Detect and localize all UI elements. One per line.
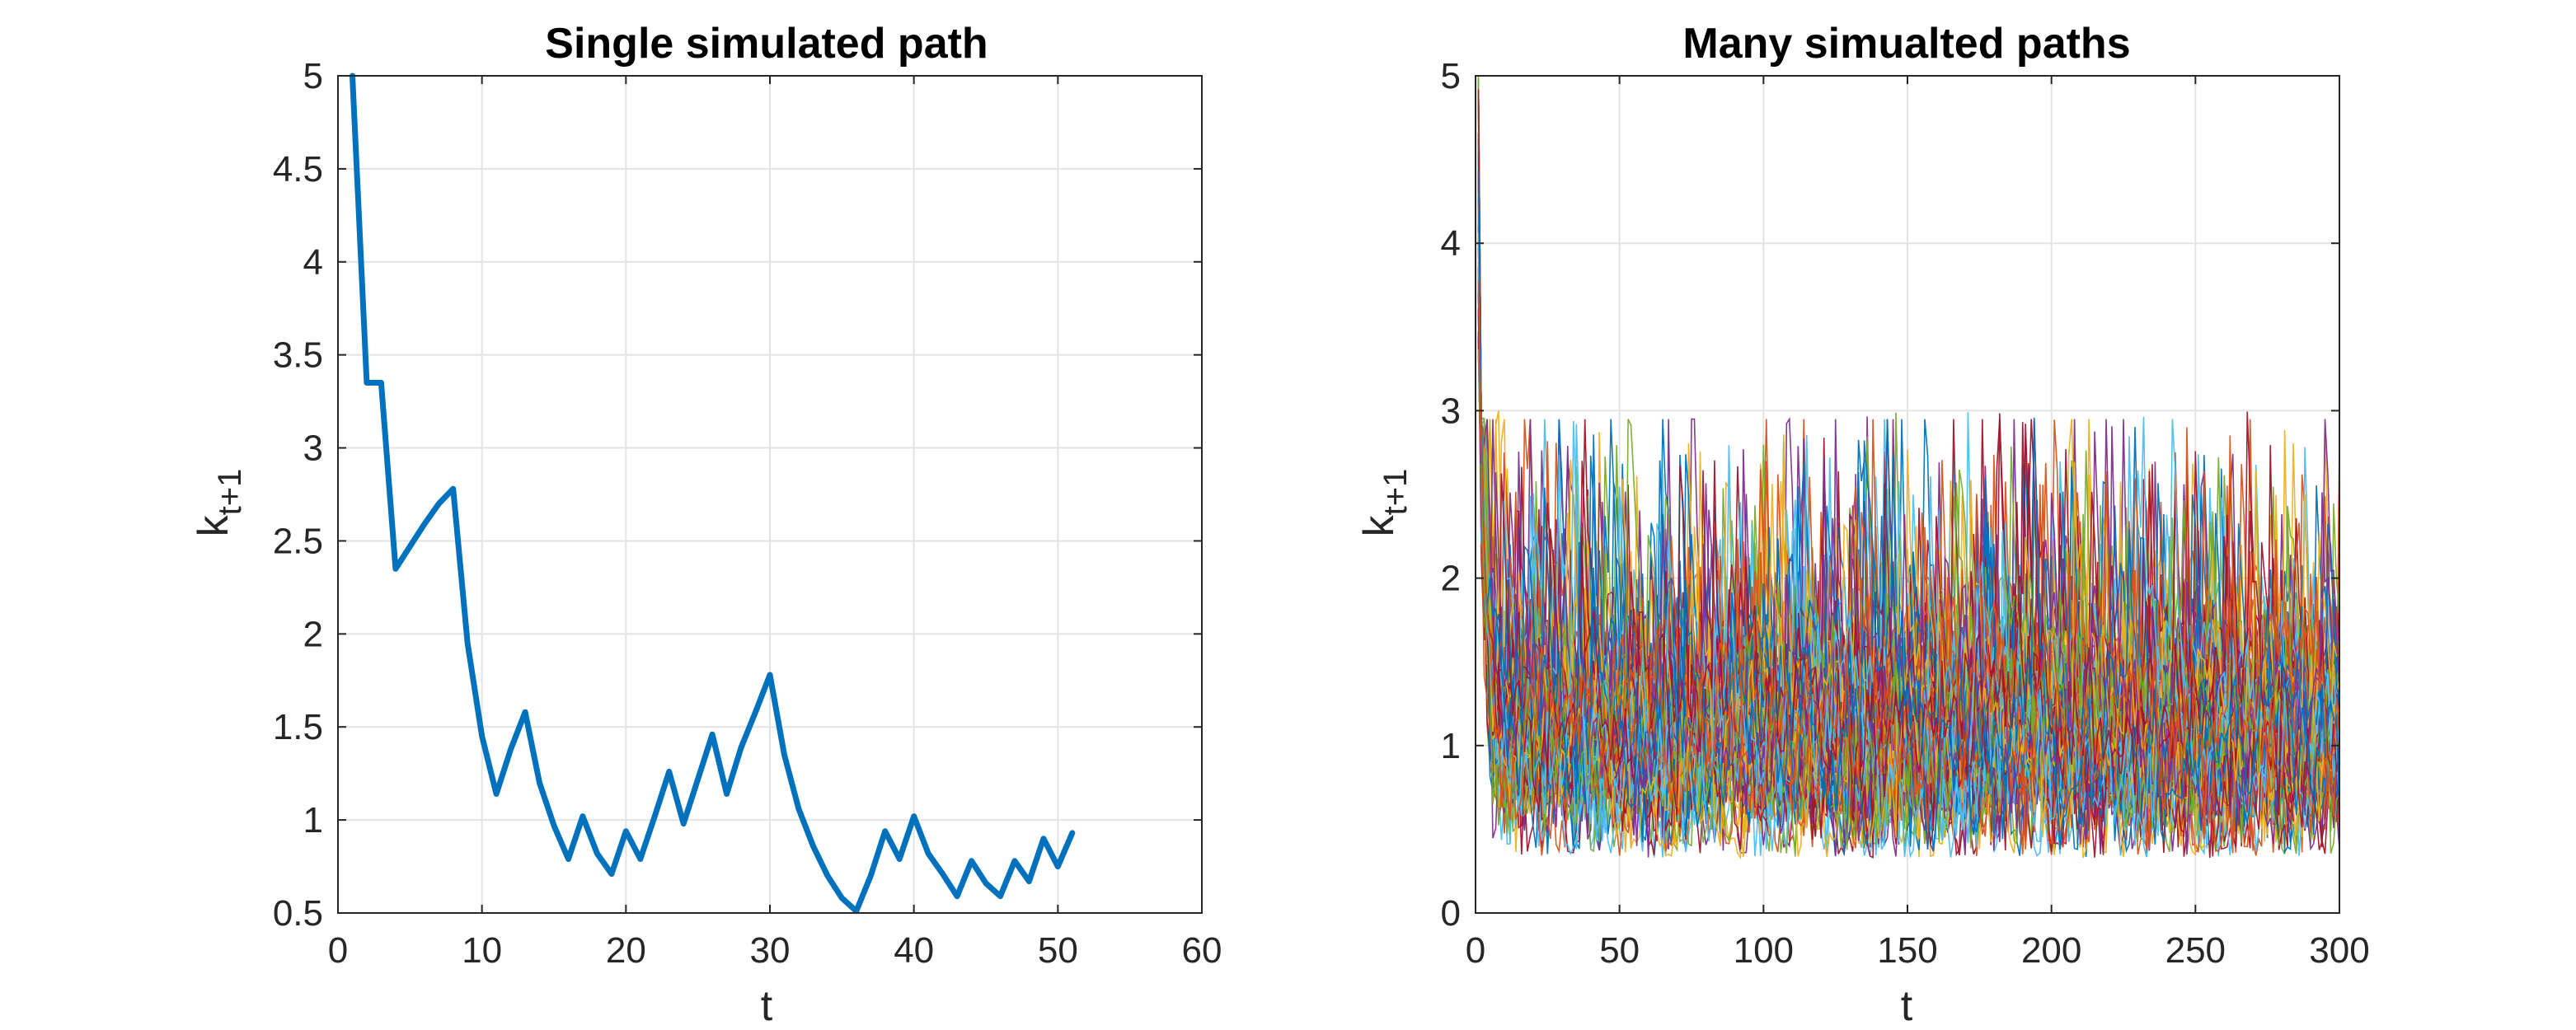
simulated-path-line bbox=[1477, 171, 2339, 851]
single-path-data bbox=[350, 73, 1076, 915]
many-paths-xtick-label: 100 bbox=[1734, 930, 1794, 971]
single-path-ytick-label: 1 bbox=[303, 800, 323, 840]
single-path-xtick-label: 30 bbox=[750, 930, 791, 971]
many-paths-ytick-label: 0 bbox=[1441, 893, 1461, 934]
many-paths-xtick-label: 50 bbox=[1599, 930, 1640, 971]
many-paths-axis-frame bbox=[1475, 75, 2340, 914]
many-paths-tick-labels: 0 50 100 150 200 250 300 0 1 2 3 4 5 bbox=[1441, 56, 2370, 971]
single-path-ylabel: kt+1 bbox=[190, 469, 248, 537]
single-path-xlabel: t bbox=[761, 982, 773, 1030]
single-path-ytick-label: 1.5 bbox=[273, 707, 323, 747]
single-path-tick-labels: 0 10 20 30 40 50 60 0.5 1 1.5 2 2.5 3 3.5 4 4.5 5 bbox=[273, 56, 1222, 971]
single-path-xtick-label: 40 bbox=[894, 930, 934, 971]
single-path-xtick-label: 0 bbox=[328, 930, 348, 971]
many-paths-data bbox=[1477, 76, 2339, 860]
many-paths-ylabel-subscript: t+1 bbox=[1377, 469, 1414, 516]
single-path-ytick-label: 2.5 bbox=[273, 521, 323, 561]
many-paths-ytick-label: 1 bbox=[1441, 726, 1461, 766]
single-path-ytick-label: 0.5 bbox=[273, 893, 323, 934]
single-path-axes: Single simulated path 0 10 20 30 40 50 60 0.5 1 1… bbox=[190, 20, 1222, 1030]
single-path-title: Single simulated path bbox=[545, 20, 988, 68]
single-path-ytick-label: 5 bbox=[303, 56, 323, 96]
many-paths-xtick-label: 250 bbox=[2165, 930, 2226, 971]
simulated-path-line bbox=[1477, 295, 2339, 847]
single-path-ylabel-subscript: t+1 bbox=[212, 469, 248, 516]
many-paths-ylabel-main: k bbox=[1355, 514, 1403, 536]
single-path-xtick-label: 50 bbox=[1038, 930, 1078, 971]
simulated-path-line bbox=[1477, 192, 2339, 859]
single-path-ytick-label: 3.5 bbox=[273, 335, 323, 376]
many-paths-title: Many simualted paths bbox=[1682, 20, 2130, 68]
many-paths-ytick-label: 4 bbox=[1441, 223, 1461, 264]
many-paths-xlabel: t bbox=[1901, 982, 1913, 1030]
single-path-ytick-label: 2 bbox=[303, 614, 323, 654]
many-paths-ytick-label: 3 bbox=[1441, 391, 1461, 431]
single-path-ylabel-main: k bbox=[190, 514, 237, 536]
many-paths-axes: Many simualted paths 0 50 100 150 200 250 3000… bbox=[1355, 20, 2370, 1030]
many-paths-ytick-label: 5 bbox=[1441, 56, 1461, 96]
many-paths-xtick-label: 200 bbox=[2021, 930, 2081, 971]
single-path-ytick-label: 4 bbox=[303, 242, 323, 283]
many-paths-xtick-label: 150 bbox=[1877, 930, 1937, 971]
single-path-xtick-label: 10 bbox=[462, 930, 502, 971]
simulated-path-line bbox=[1477, 280, 2339, 830]
many-paths-ylabel: kt+1 bbox=[1355, 469, 1414, 537]
single-path-xtick-label: 60 bbox=[1182, 930, 1222, 971]
many-paths-axis-box bbox=[1475, 75, 2340, 914]
single-path-xtick-label: 20 bbox=[606, 930, 646, 971]
single-path-ytick-label: 3 bbox=[303, 428, 323, 469]
many-paths-xtick-label: 300 bbox=[2309, 930, 2369, 971]
many-paths-ytick-label: 2 bbox=[1441, 559, 1461, 599]
many-paths-xtick-label: 0 bbox=[1466, 930, 1485, 971]
single-path-axis-box bbox=[337, 75, 1203, 914]
single-path-ytick-label: 4.5 bbox=[273, 149, 323, 190]
simulated-path-line bbox=[1477, 89, 2339, 828]
single-path-axis-frame bbox=[337, 75, 1203, 914]
single-path-line bbox=[350, 73, 1076, 915]
